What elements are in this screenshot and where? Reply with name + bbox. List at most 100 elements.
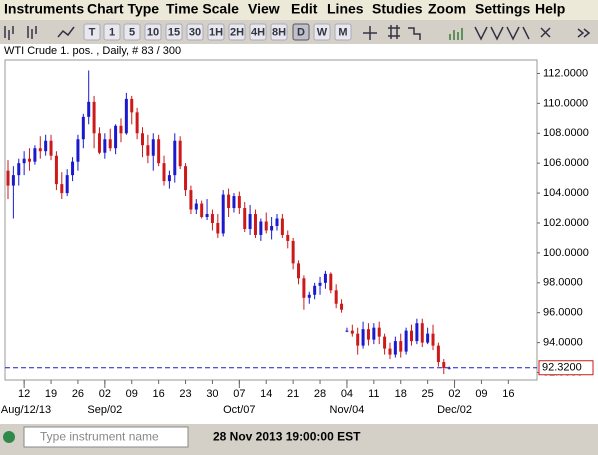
candle-body xyxy=(318,282,322,286)
candle-body xyxy=(350,330,354,334)
toolbar-button[interactable] xyxy=(270,23,288,41)
candle-body xyxy=(135,112,139,134)
x-tick-label: 12 xyxy=(18,388,30,400)
toolbar-button[interactable] xyxy=(249,23,267,41)
toolbar-button[interactable] xyxy=(83,23,101,41)
x-major-label: Nov/04 xyxy=(330,404,365,416)
y-tick-label: 102.0000 xyxy=(543,217,589,229)
candle-body xyxy=(334,290,338,304)
icon-delete[interactable] xyxy=(540,27,551,38)
search-placeholder[interactable]: Type instrument name xyxy=(40,430,159,444)
icon-bars xyxy=(4,26,14,40)
x-tick-label: 28 xyxy=(314,388,326,400)
toolbar-label[interactable]: T xyxy=(89,26,96,38)
candle-body xyxy=(162,163,166,182)
toolbar-label[interactable]: 8H xyxy=(272,26,286,38)
candle-body xyxy=(189,190,193,210)
menu-item[interactable]: Settings xyxy=(475,1,530,17)
toolbar-button[interactable] xyxy=(123,23,141,41)
x-tick-label: 23 xyxy=(179,388,191,400)
menu-item[interactable]: Chart Type xyxy=(87,1,159,17)
candle-body xyxy=(124,98,128,134)
menu-item[interactable]: Studies xyxy=(372,1,423,17)
candle-body xyxy=(151,139,155,156)
candle-body xyxy=(92,101,96,134)
connection-indicator xyxy=(3,431,15,443)
toolbar-label[interactable]: 4H xyxy=(251,26,265,38)
menu-item[interactable]: Time Scale xyxy=(166,1,239,17)
candle-body xyxy=(232,196,236,209)
candle-body xyxy=(11,175,15,186)
toolbar-label[interactable]: 5 xyxy=(129,26,135,38)
candle-body xyxy=(415,323,419,342)
toolbar-button[interactable] xyxy=(207,23,225,41)
toolbar-button[interactable] xyxy=(186,23,204,41)
candle-body xyxy=(54,155,58,185)
toolbar-label[interactable]: 1 xyxy=(109,26,115,38)
candle-body xyxy=(178,140,182,167)
toolbar-button[interactable] xyxy=(313,23,331,41)
candle-body xyxy=(388,348,392,355)
candle-body xyxy=(253,214,257,235)
candle-body xyxy=(103,139,107,153)
candle-body xyxy=(184,166,188,191)
candle-body xyxy=(431,333,435,346)
chart-title: WTI Crude 1. pos. , Daily, # 83 / 300 xyxy=(4,45,181,57)
candle-body xyxy=(216,222,220,234)
toolbar-button[interactable] xyxy=(334,23,352,41)
toolbar-label[interactable]: 2H xyxy=(230,26,244,38)
candle-body xyxy=(38,148,42,152)
toolbar-label[interactable]: 1H xyxy=(209,26,223,38)
menu-item[interactable]: Help xyxy=(535,1,565,17)
candle-body xyxy=(372,327,376,340)
candle-body xyxy=(173,140,177,176)
y-tick-label: 110.0000 xyxy=(543,97,588,109)
candle-body xyxy=(146,145,150,156)
x-tick-label: 16 xyxy=(502,388,514,400)
x-major-label: Dec/02 xyxy=(437,404,472,416)
menu-item[interactable]: Lines xyxy=(327,1,364,17)
candle-body xyxy=(49,140,53,156)
toolbar-button[interactable] xyxy=(144,23,162,41)
toolbar-label[interactable]: 30 xyxy=(189,26,201,38)
toolbar-label[interactable]: M xyxy=(338,26,347,38)
icon-volume[interactable] xyxy=(449,28,463,40)
toolbar-button[interactable] xyxy=(103,23,121,41)
candle-body xyxy=(97,133,101,153)
y-tick-label: 112.0000 xyxy=(543,67,588,79)
icon-grid[interactable] xyxy=(388,25,400,39)
candle-body xyxy=(383,336,387,349)
candle-body xyxy=(221,194,225,234)
candle-body xyxy=(237,196,241,209)
toolbar-label[interactable]: 15 xyxy=(168,26,180,38)
y-tick-label: 98.0000 xyxy=(543,277,583,289)
toolbar-label[interactable]: 10 xyxy=(147,26,159,38)
menu-item[interactable]: Edit xyxy=(291,1,318,17)
candle-body xyxy=(393,341,397,355)
toolbar-label[interactable]: D xyxy=(297,26,305,38)
icon-step[interactable] xyxy=(408,27,421,40)
y-tick-label: 94.0000 xyxy=(543,337,583,349)
candle-body xyxy=(264,221,268,231)
candle-body xyxy=(200,203,204,218)
toolbar-button[interactable] xyxy=(292,23,310,41)
menu-item[interactable]: Zoom xyxy=(428,1,466,17)
menu-item[interactable]: View xyxy=(248,1,280,17)
toolbar-button[interactable] xyxy=(165,23,183,41)
last-price-label: 92.3200 xyxy=(542,362,582,374)
candle-body xyxy=(243,208,247,229)
icon-crosshair[interactable] xyxy=(363,26,377,40)
icon-more[interactable] xyxy=(577,28,591,38)
search-box[interactable] xyxy=(23,426,189,448)
candle-body xyxy=(297,263,301,279)
candle-body xyxy=(345,330,349,332)
toolbar-label[interactable]: W xyxy=(317,26,328,38)
candle-body xyxy=(71,161,75,176)
y-tick-label: 106.0000 xyxy=(543,157,589,169)
candle-body xyxy=(313,285,317,295)
candle-body xyxy=(210,214,214,223)
icon-zoom[interactable] xyxy=(474,26,530,41)
menu-item[interactable]: Instruments xyxy=(4,1,84,17)
toolbar-button[interactable] xyxy=(228,23,246,41)
candle-body xyxy=(44,140,48,152)
